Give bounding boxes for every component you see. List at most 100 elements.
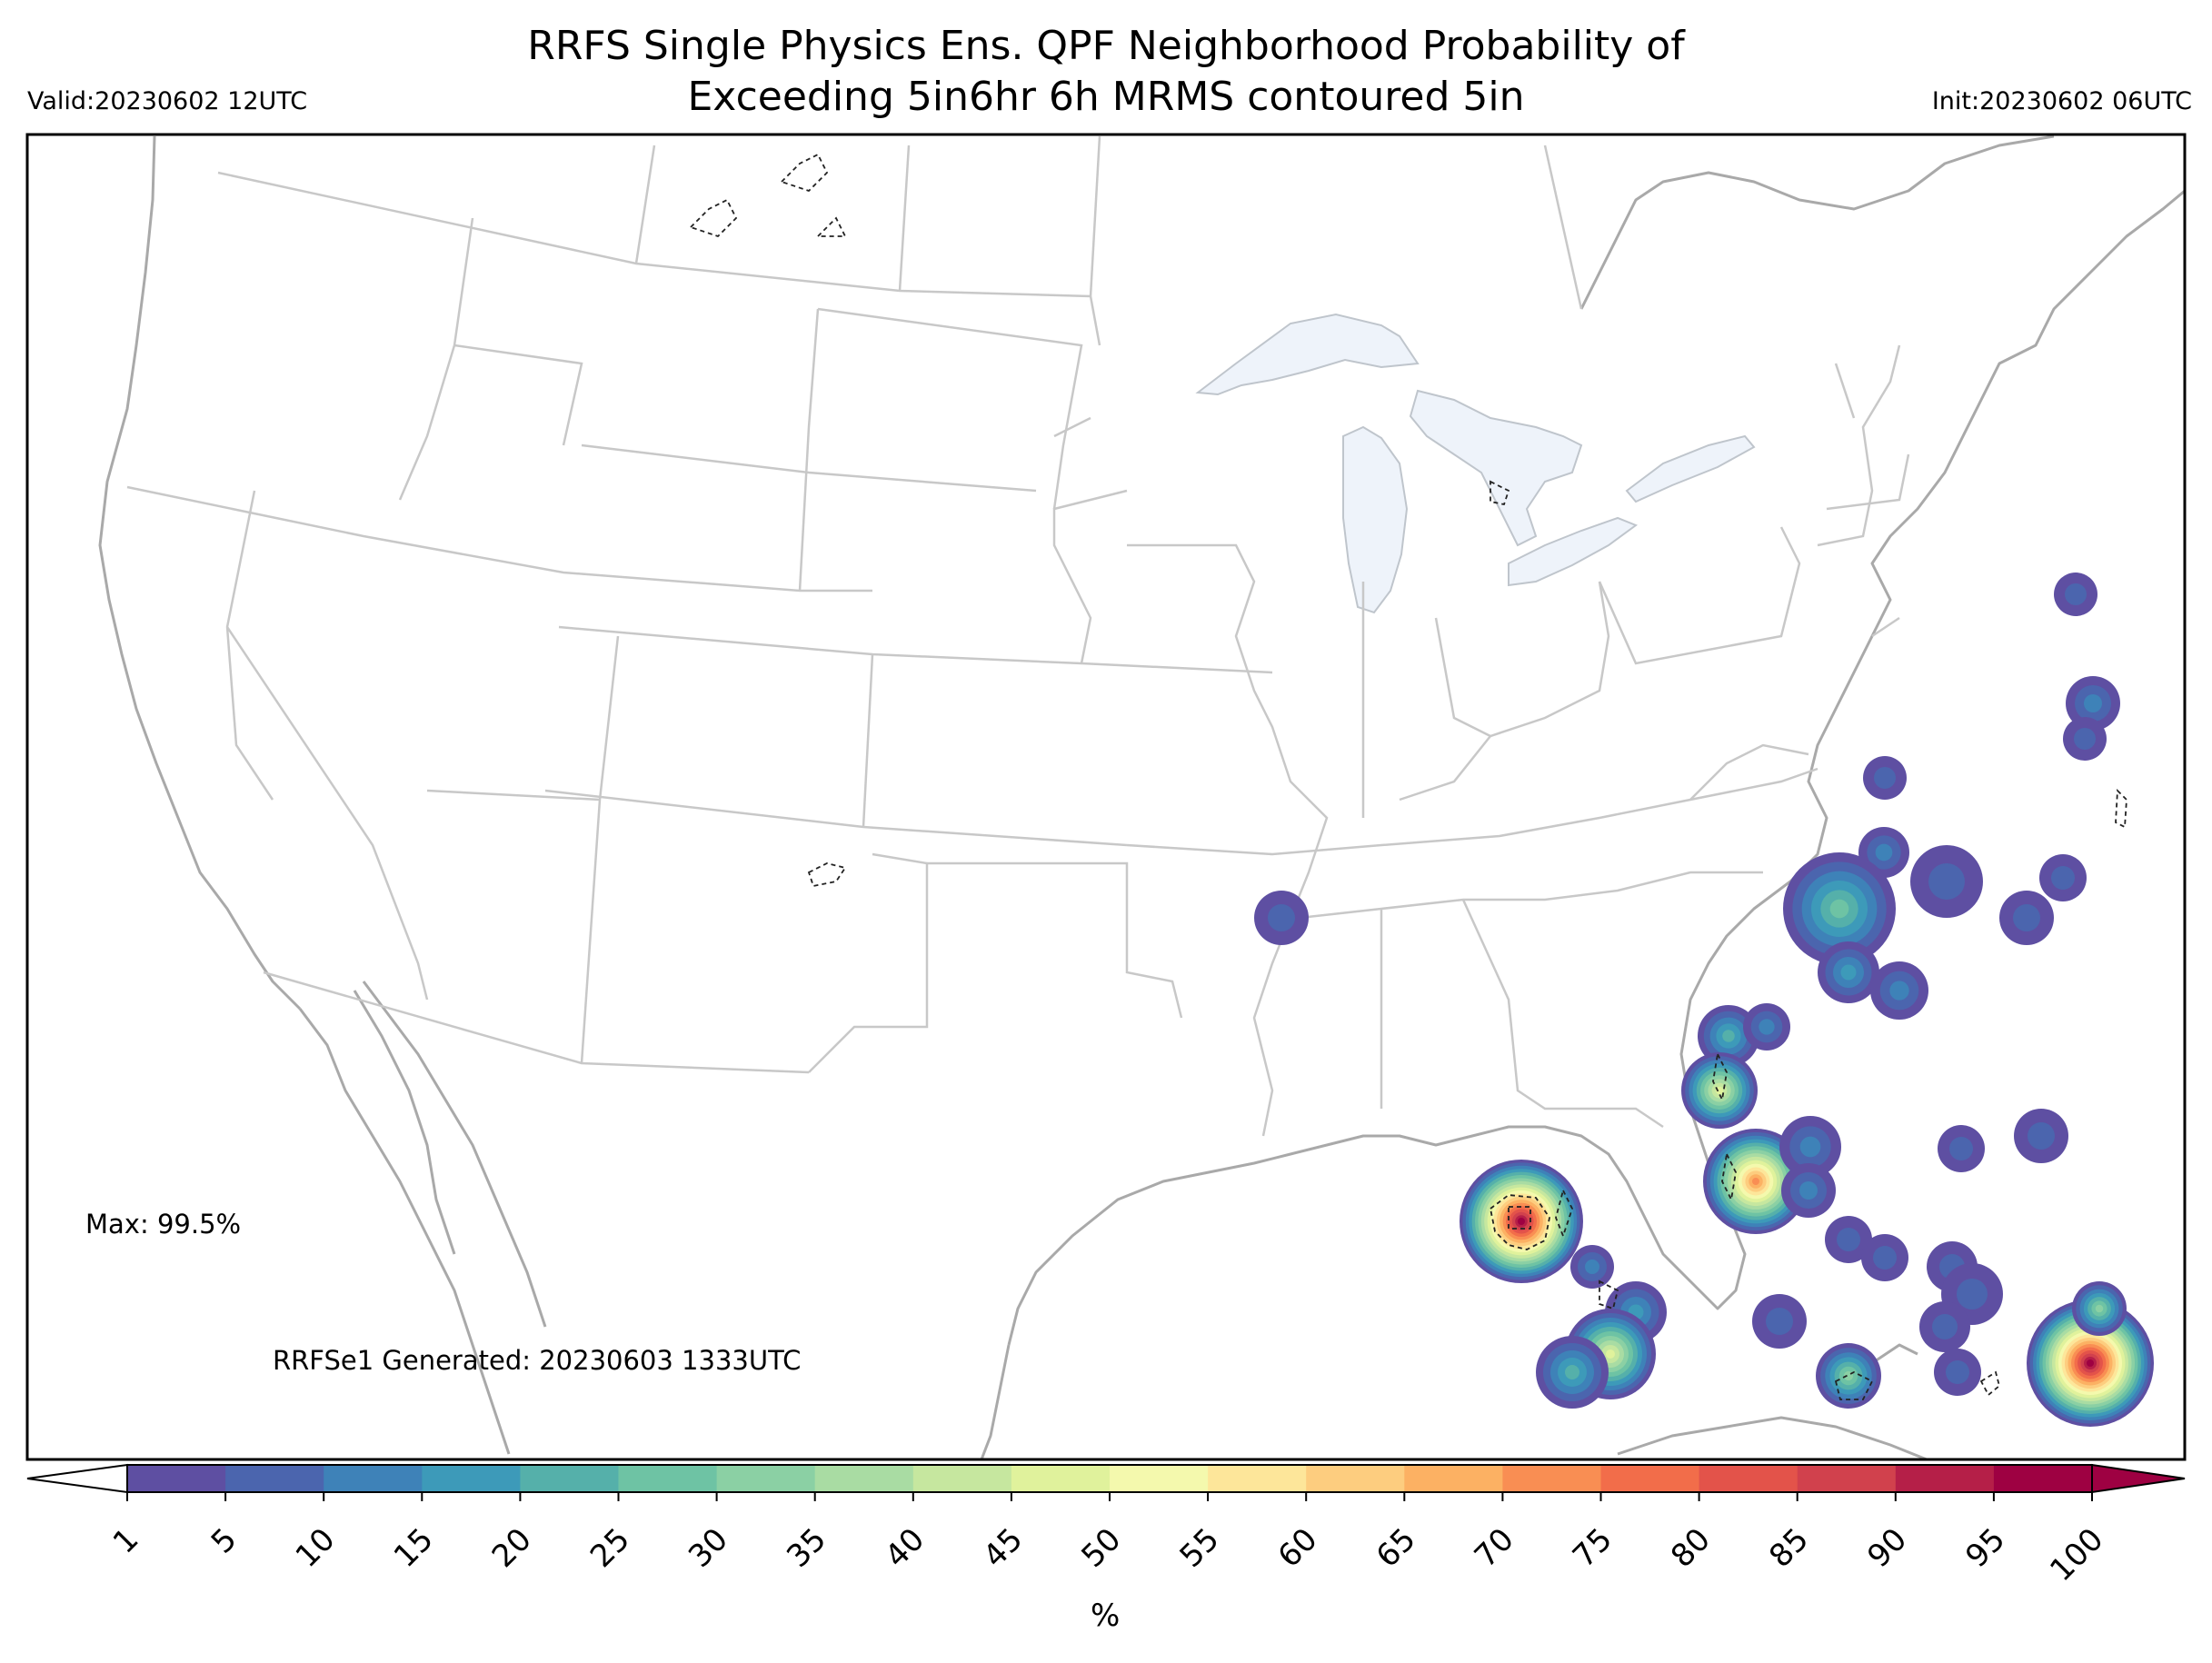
- probability-level: [1518, 1218, 1525, 1225]
- probability-blob: [1752, 1294, 1807, 1349]
- colorbar-segment: [1208, 1465, 1307, 1492]
- probability-blob: [1703, 1129, 1808, 1234]
- probability-level: [2095, 1304, 2104, 1313]
- colorbar-tick-label: 25: [583, 1521, 637, 1575]
- probability-blob: [1919, 1301, 1970, 1352]
- max-value-label: Max: 99.5%: [85, 1209, 242, 1240]
- probability-level: [2087, 1359, 2094, 1367]
- probability-blob: [1570, 1245, 1614, 1289]
- colorbar-tick-label: 50: [1074, 1521, 1128, 1575]
- init-time-label: Init:20230602 06UTC: [1931, 87, 2192, 115]
- probability-blob: [2072, 1281, 2127, 1336]
- colorbar-segment: [1699, 1465, 1798, 1492]
- colorbar-tick-label: 60: [1271, 1521, 1325, 1575]
- probability-blob: [1938, 1125, 1985, 1172]
- colorbar-segment: [1797, 1465, 1897, 1492]
- colorbar-segment: [324, 1465, 423, 1492]
- colorbar-tick-label: 1: [106, 1521, 146, 1561]
- probability-blob: [1934, 1349, 1981, 1396]
- probability-blob: [2066, 676, 2120, 731]
- probability-level: [1928, 863, 1965, 900]
- colorbar-segment: [1993, 1465, 2093, 1492]
- colorbar-segment: [1011, 1465, 1111, 1492]
- probability-blob: [1254, 891, 1309, 945]
- probability-level: [1766, 1308, 1793, 1335]
- probability-level: [1840, 964, 1857, 981]
- colorbar-segment: [1600, 1465, 1700, 1492]
- colorbar-tick-label: 90: [1860, 1521, 1914, 1575]
- colorbar-tick-label: 100: [2043, 1521, 2110, 1588]
- probability-blob: [2054, 573, 2097, 616]
- colorbar-segment: [1502, 1465, 1601, 1492]
- colorbar-extend-high: [2091, 1463, 2186, 1494]
- probability-blob: [1999, 891, 2054, 945]
- probability-blob: [2014, 1109, 2068, 1163]
- probability-blob: [1861, 1234, 1908, 1281]
- probability-blob: [1460, 1160, 1583, 1283]
- probability-level: [1799, 1181, 1818, 1200]
- map-frame: [25, 133, 2187, 1461]
- state-borders: [126, 135, 1910, 1137]
- colorbar-tick-label: 10: [289, 1521, 343, 1575]
- colorbar-tick-label: 80: [1664, 1521, 1718, 1575]
- probability-level: [1949, 1137, 1973, 1160]
- probability-blob: [1870, 961, 1928, 1020]
- probability-level: [1759, 1019, 1775, 1035]
- colorbar-tick-label: 30: [682, 1521, 735, 1575]
- probability-level: [2013, 904, 2040, 931]
- probability-level: [1585, 1260, 1599, 1274]
- colorbar-extend-low: [26, 1463, 128, 1494]
- probability-contours: [1254, 573, 2154, 1427]
- probability-level: [1722, 1030, 1735, 1042]
- colorbar-segment: [1404, 1465, 1503, 1492]
- probability-blob: [1818, 941, 1879, 1003]
- colorbar-tick-label: 15: [387, 1521, 441, 1575]
- probability-blob: [1783, 852, 1896, 965]
- probability-blob: [1781, 1163, 1836, 1218]
- colorbar-segment: [716, 1465, 816, 1492]
- colorbar: 1 5 10 15 20 25 30 35 40 45 50 55 60 65 70 75 80 85 90 95 10…: [26, 1463, 2186, 1588]
- colorbar-segment: [1306, 1465, 1405, 1492]
- great-lakes: [1195, 313, 1756, 614]
- colorbar-segment: [814, 1465, 914, 1492]
- probability-blob: [1910, 845, 1983, 918]
- basemap: [98, 134, 2185, 1459]
- colorbar-segment: [618, 1465, 718, 1492]
- probability-level: [1606, 1349, 1615, 1359]
- probability-blob: [1863, 756, 1907, 800]
- probability-blob: [2039, 854, 2087, 901]
- colorbar-tick-label: 40: [878, 1521, 932, 1575]
- colorbar-segment: [225, 1465, 324, 1492]
- probability-blob: [1743, 1003, 1790, 1051]
- probability-blob: [1825, 1216, 1872, 1263]
- colorbar-segment: [127, 1465, 226, 1492]
- probability-level: [1837, 1228, 1860, 1251]
- colorbar-segment: [1895, 1465, 1995, 1492]
- colorbar-tick-label: 65: [1370, 1521, 1423, 1575]
- probability-blob: [2063, 717, 2107, 761]
- colorbar-tick-label: 45: [976, 1521, 1030, 1575]
- chart-title-line1: RRFS Single Physics Ens. QPF Neighborhoo…: [527, 23, 1685, 69]
- probability-level: [1932, 1314, 1958, 1339]
- probability-blob: [1681, 1052, 1758, 1129]
- probability-level: [2065, 583, 2087, 605]
- mrms-contours: [689, 153, 2127, 1400]
- colorbar-tick-label: 75: [1566, 1521, 1619, 1575]
- probability-level: [1874, 767, 1896, 789]
- probability-level: [1946, 1360, 1969, 1384]
- probability-level: [1565, 1365, 1579, 1379]
- probability-level: [1799, 1136, 1821, 1158]
- colorbar-unit-label: %: [1091, 1598, 1121, 1634]
- probability-level: [2051, 866, 2075, 890]
- probability-blob: [1536, 1336, 1609, 1409]
- colorbar-tick-label: 20: [485, 1521, 539, 1575]
- probability-level: [2084, 694, 2102, 712]
- chart-title-line2: Exceeding 5in6hr 6h MRMS contoured 5in: [687, 74, 1525, 120]
- probability-level: [1889, 981, 1909, 1001]
- colorbar-segment: [422, 1465, 521, 1492]
- probability-level: [1268, 904, 1295, 931]
- colorbar-tick-label: 95: [1958, 1521, 2012, 1575]
- colorbar-segment: [1110, 1465, 1209, 1492]
- probability-level: [1829, 899, 1849, 919]
